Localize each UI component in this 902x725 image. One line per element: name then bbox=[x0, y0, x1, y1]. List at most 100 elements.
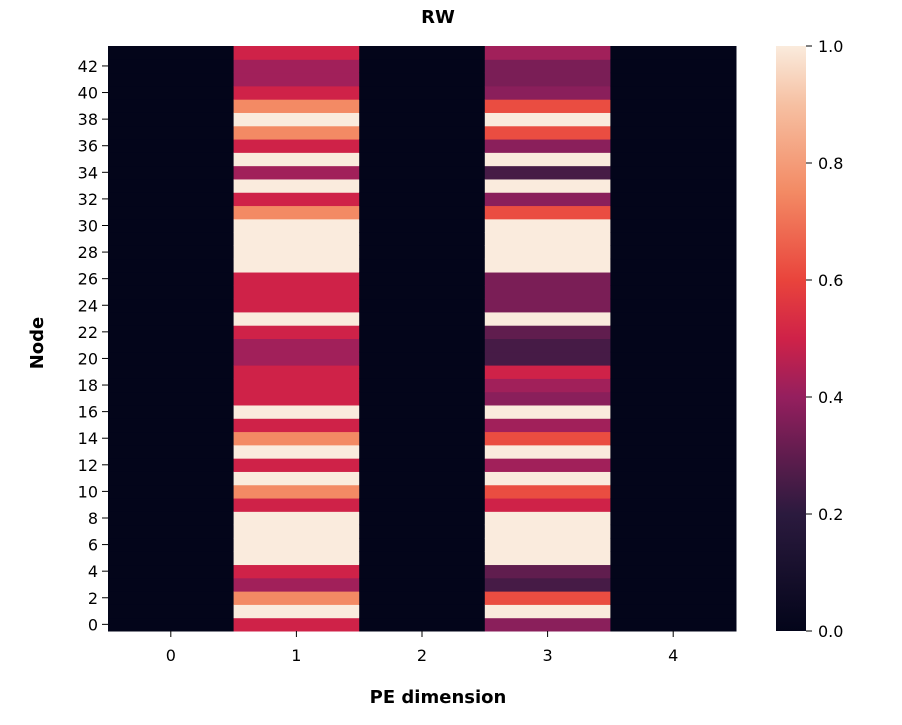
heatmap-cell bbox=[484, 112, 611, 127]
heatmap-cell bbox=[359, 152, 486, 167]
heatmap-cell bbox=[233, 524, 360, 539]
heatmap-cell bbox=[610, 365, 737, 379]
heatmap-cell bbox=[610, 311, 737, 326]
y-tick-label: 10 bbox=[78, 482, 98, 501]
heatmap-cell bbox=[359, 112, 486, 127]
heatmap-cell bbox=[108, 617, 235, 632]
heatmap-cell bbox=[610, 298, 737, 313]
heatmap-cell bbox=[233, 245, 360, 260]
heatmap-cell bbox=[610, 431, 737, 446]
y-tick-label: 8 bbox=[88, 509, 98, 528]
heatmap-cell bbox=[610, 511, 737, 526]
y-tick-label: 4 bbox=[88, 562, 98, 581]
heatmap-cell bbox=[233, 72, 360, 87]
heatmap-cell bbox=[233, 551, 360, 566]
y-tick-label: 20 bbox=[78, 349, 98, 368]
colorbar-tick-label: 0.6 bbox=[818, 271, 843, 290]
heatmap-cell bbox=[108, 205, 235, 220]
heatmap-cell bbox=[108, 604, 235, 619]
heatmap-cell bbox=[610, 391, 737, 406]
heatmap-cell bbox=[484, 378, 611, 393]
heatmap-cell bbox=[233, 192, 360, 207]
heatmap-cell bbox=[108, 537, 235, 552]
heatmap-cell bbox=[359, 59, 486, 74]
heatmap-cell bbox=[359, 444, 486, 459]
heatmap-cell bbox=[108, 351, 235, 366]
y-tick-label: 28 bbox=[78, 243, 98, 262]
heatmap-cell bbox=[484, 537, 611, 552]
heatmap-cell bbox=[108, 72, 235, 87]
heatmap-cell bbox=[484, 99, 611, 113]
heatmap-cell bbox=[610, 152, 737, 167]
heatmap-cell bbox=[359, 338, 486, 353]
heatmap-cell bbox=[484, 404, 611, 419]
heatmap-cell bbox=[108, 591, 235, 605]
y-tick-label: 36 bbox=[78, 137, 98, 156]
heatmap-cell bbox=[108, 311, 235, 326]
heatmap-cell bbox=[359, 192, 486, 207]
y-tick-label: 24 bbox=[78, 296, 98, 315]
heatmap-cell bbox=[233, 498, 360, 512]
heatmap-cell bbox=[233, 46, 360, 60]
x-tick-label: 0 bbox=[166, 646, 176, 665]
heatmap-cell bbox=[108, 192, 235, 207]
heatmap-cell bbox=[233, 139, 360, 153]
heatmap-cell bbox=[108, 498, 235, 512]
heatmap-cell bbox=[108, 391, 235, 406]
colorbar bbox=[776, 46, 806, 631]
heatmap-cell bbox=[233, 232, 360, 246]
heatmap-cell bbox=[233, 577, 360, 592]
heatmap-cell bbox=[484, 178, 611, 193]
heatmap-cell bbox=[484, 471, 611, 486]
heatmap-cell bbox=[359, 577, 486, 592]
heatmap-cell bbox=[484, 285, 611, 300]
y-tick-label: 22 bbox=[78, 323, 98, 342]
heatmap-cell bbox=[359, 537, 486, 552]
heatmap-cell bbox=[610, 258, 737, 273]
heatmap-cell bbox=[108, 338, 235, 353]
heatmap-cell bbox=[484, 458, 611, 472]
heatmap-cell bbox=[610, 46, 737, 60]
heatmap-cell bbox=[233, 258, 360, 273]
heatmap-cell bbox=[108, 298, 235, 313]
colorbar-tick-label: 0.2 bbox=[818, 505, 843, 524]
y-tick-label: 18 bbox=[78, 376, 98, 395]
heatmap-cell bbox=[233, 511, 360, 526]
heatmap-cell bbox=[484, 205, 611, 220]
heatmap-cell bbox=[233, 205, 360, 220]
y-tick-label: 42 bbox=[78, 57, 98, 76]
heatmap-cell bbox=[484, 192, 611, 207]
heatmap-cell bbox=[108, 59, 235, 74]
heatmap-cell bbox=[610, 139, 737, 153]
chart-title: RW bbox=[421, 7, 455, 28]
y-tick-label: 34 bbox=[78, 163, 98, 182]
heatmap-cell bbox=[484, 272, 611, 286]
heatmap-cell bbox=[108, 178, 235, 193]
heatmap-cell bbox=[108, 365, 235, 379]
heatmap-cell bbox=[610, 458, 737, 472]
heatmap-cell bbox=[359, 218, 486, 233]
heatmap-cell bbox=[359, 551, 486, 566]
x-tick-label: 1 bbox=[291, 646, 301, 665]
heatmap-cell bbox=[108, 99, 235, 113]
heatmap-cell bbox=[359, 325, 486, 339]
heatmap-cell bbox=[484, 218, 611, 233]
heatmap-cell bbox=[108, 524, 235, 539]
heatmap-cell bbox=[233, 218, 360, 233]
heatmap-cell bbox=[108, 232, 235, 246]
y-tick-label: 16 bbox=[78, 403, 98, 422]
heatmap-cell bbox=[233, 325, 360, 339]
heatmap-cell bbox=[610, 577, 737, 592]
heatmap-cell bbox=[610, 112, 737, 127]
heatmap-cell bbox=[484, 444, 611, 459]
heatmap-cell bbox=[108, 444, 235, 459]
heatmap-cell bbox=[359, 484, 486, 499]
heatmap-cell bbox=[359, 139, 486, 153]
heatmap-cell bbox=[484, 59, 611, 74]
heatmap-cell bbox=[610, 72, 737, 87]
heatmap-cell bbox=[233, 617, 360, 632]
heatmap-cell bbox=[108, 325, 235, 339]
x-tick-label: 2 bbox=[417, 646, 427, 665]
heatmap-cell bbox=[359, 285, 486, 300]
